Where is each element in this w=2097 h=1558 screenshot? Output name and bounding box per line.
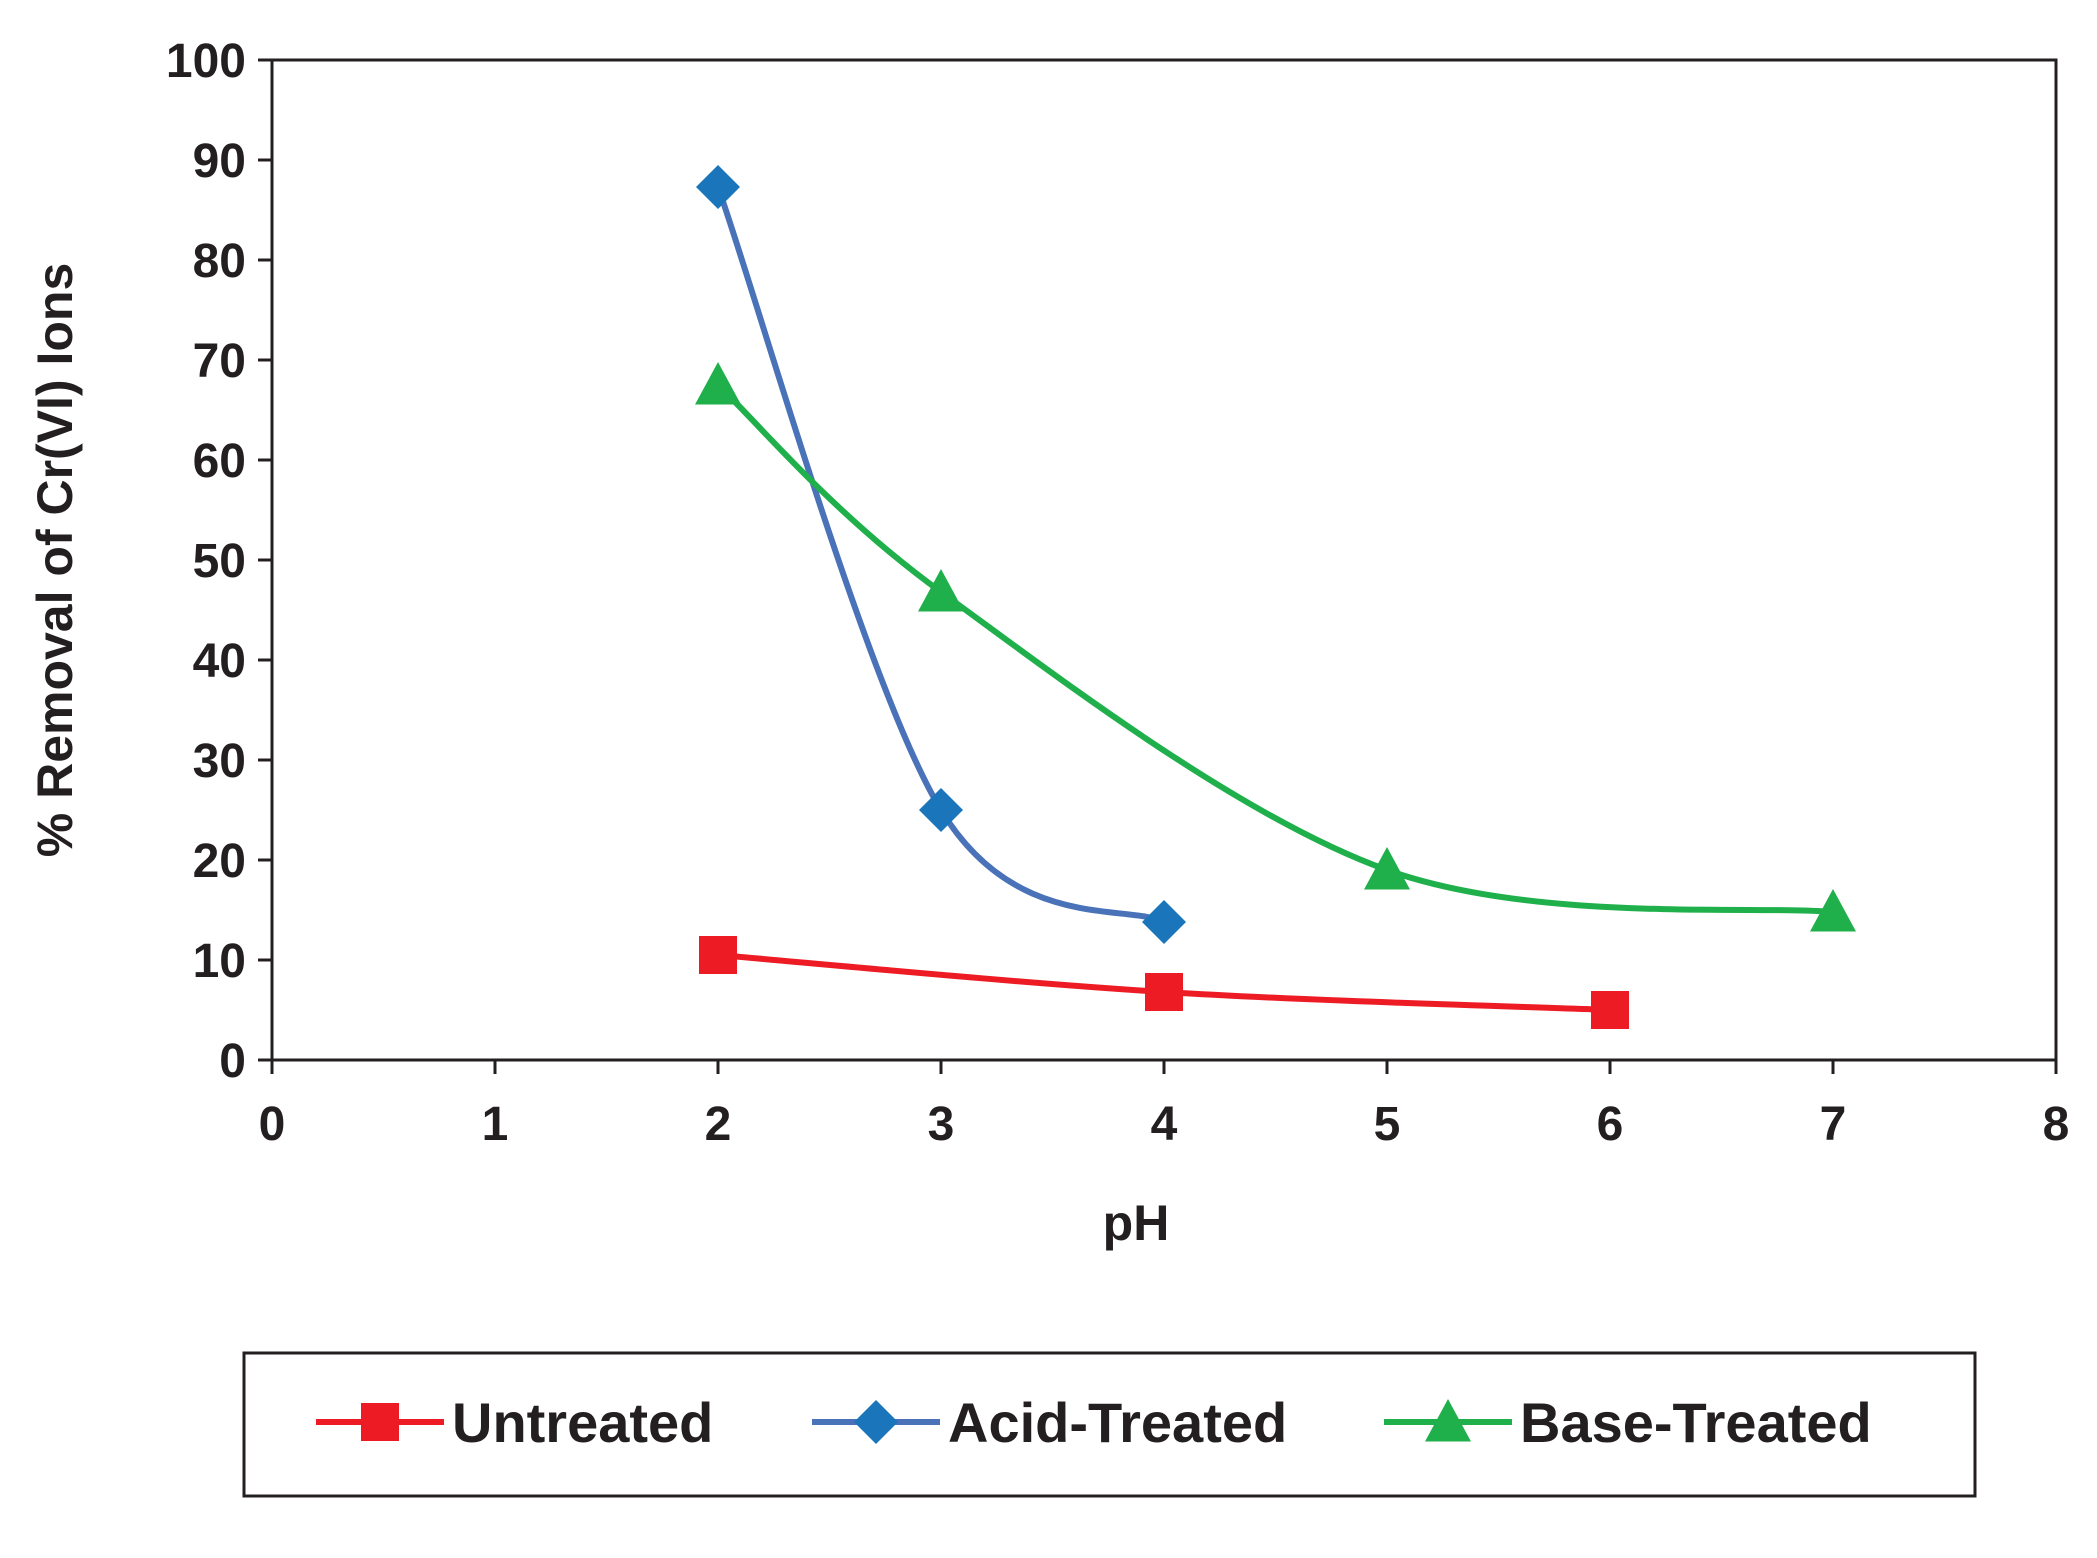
x-tick-label: 7	[1820, 1098, 1847, 1151]
y-tick-label: 20	[193, 835, 246, 888]
legend-label-acid-treated: Acid-Treated	[948, 1391, 1287, 1454]
x-axis: 0 1 2 3 4 5 6 7 8	[259, 1060, 2070, 1151]
y-axis-title: % Removal of Cr(VI) Ions	[27, 263, 83, 858]
x-tick-label: 8	[2043, 1098, 2070, 1151]
data-point-base-treated	[918, 569, 964, 612]
data-point-untreated	[1591, 991, 1629, 1029]
y-tick-label: 30	[193, 735, 246, 788]
series-markers	[695, 165, 1856, 1029]
x-axis-title: pH	[1103, 1195, 1170, 1251]
y-tick-label: 100	[166, 35, 246, 88]
data-point-base-treated	[1810, 889, 1856, 932]
data-point-acid-treated	[919, 788, 963, 832]
y-tick-label: 10	[193, 935, 246, 988]
series-line-acid-treated	[715, 184, 1167, 925]
y-tick-label: 0	[219, 1035, 246, 1088]
y-axis: 0 10 20 30 40 50 60 70 80 90 100	[166, 35, 272, 1088]
x-tick-label: 6	[1597, 1098, 1624, 1151]
legend-box	[242, 1351, 1977, 1498]
x-tick-label: 3	[928, 1098, 955, 1151]
y-tick-label: 70	[193, 335, 246, 388]
x-tick-label: 0	[259, 1098, 286, 1151]
x-tick-label: 5	[1374, 1098, 1401, 1151]
legend-marker-base-treated	[1425, 1399, 1471, 1442]
y-tick-label: 40	[193, 635, 246, 688]
x-tick-label: 1	[482, 1098, 509, 1151]
data-point-base-treated	[695, 362, 741, 405]
data-point-untreated	[699, 936, 737, 974]
data-point-acid-treated	[696, 165, 740, 209]
y-tick-label: 90	[193, 135, 246, 188]
legend-label-untreated: Untreated	[452, 1391, 713, 1454]
data-point-base-treated	[1364, 847, 1410, 890]
legend-marker-untreated	[361, 1403, 399, 1441]
x-tick-label: 4	[1151, 1098, 1178, 1151]
legend-label-base-treated: Base-Treated	[1520, 1391, 1872, 1454]
y-tick-label: 50	[193, 535, 246, 588]
series-line-base-treated	[715, 382, 1836, 915]
legend: Untreated Acid-Treated Base-Treated	[316, 1391, 1872, 1454]
legend-marker-acid-treated	[854, 1400, 898, 1444]
x-tick-label: 2	[705, 1098, 732, 1151]
data-point-untreated	[1145, 973, 1183, 1011]
y-tick-label: 60	[193, 435, 246, 488]
data-point-acid-treated	[1142, 900, 1186, 944]
y-tick-label: 80	[193, 235, 246, 288]
